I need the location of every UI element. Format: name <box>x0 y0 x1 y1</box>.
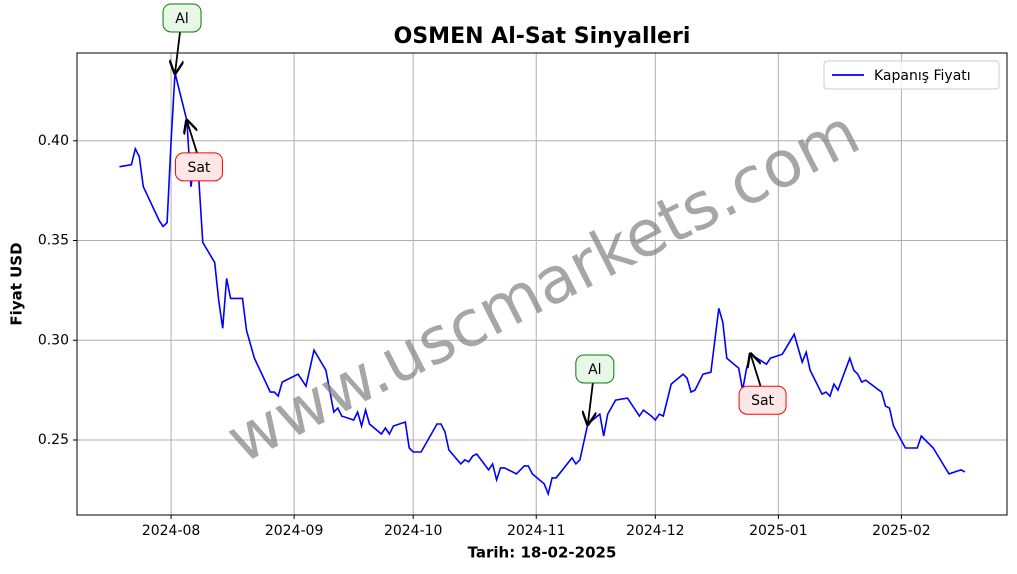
x-tick-label: 2024-11 <box>507 523 566 539</box>
annotation-arrow <box>588 382 593 424</box>
annotation-box <box>738 385 787 415</box>
y-tick-label: 0.25 <box>38 432 69 448</box>
annotation-arrow <box>751 354 762 387</box>
price-line <box>119 72 966 497</box>
annotation-label: Al <box>588 362 601 378</box>
legend: Kapanış Fiyatı <box>823 60 1000 90</box>
annotation-arrow <box>175 31 180 73</box>
x-tick-label: 2024-08 <box>142 523 201 539</box>
chart-title: OSMEN Al-Sat Sinyalleri <box>394 24 691 49</box>
y-tick-label: 0.30 <box>38 332 69 348</box>
x-axis-label: Tarih: 18-02-2025 <box>468 544 617 562</box>
annotation-label: Al <box>175 11 188 27</box>
y-tick-label: 0.40 <box>38 133 69 149</box>
x-tick-label: 2025-01 <box>749 523 808 539</box>
annotation-box <box>575 354 615 384</box>
x-tick-label: 2025-02 <box>872 523 931 539</box>
legend-label: Kapanış Fiyatı <box>874 68 971 84</box>
y-tick-label: 0.35 <box>38 233 69 249</box>
annotation-box <box>162 3 202 33</box>
annotation-label: Sat <box>187 160 210 176</box>
y-axis-label: Fiyat USD <box>8 242 26 325</box>
legend-box <box>823 60 1000 90</box>
x-tick-label: 2024-12 <box>626 523 685 539</box>
annotation-arrow <box>187 121 198 154</box>
x-tick-label: 2024-09 <box>265 523 324 539</box>
annotation-box <box>174 152 223 182</box>
x-tick-label: 2024-10 <box>384 523 443 539</box>
plot-frame <box>76 52 1008 516</box>
annotation-label: Sat <box>751 393 774 409</box>
watermark: www.uscmarkets.com <box>216 96 872 479</box>
